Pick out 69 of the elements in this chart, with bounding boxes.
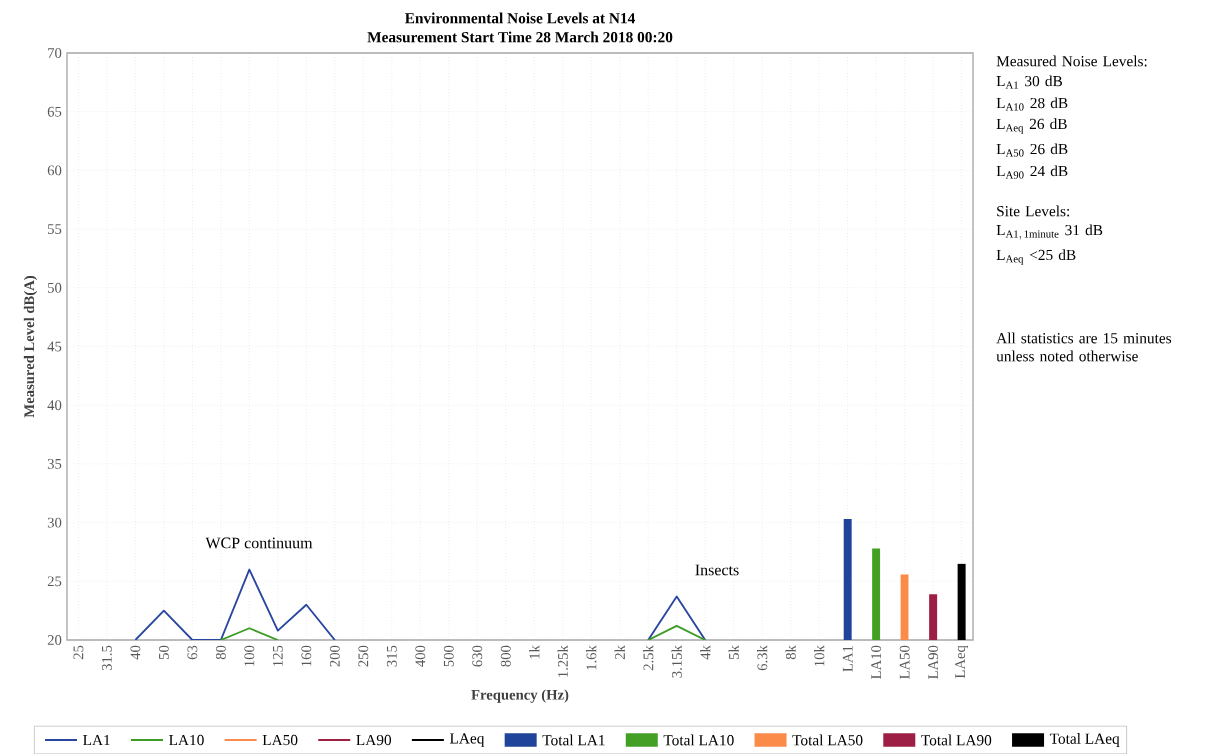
legend-label: Total LA1 [542, 734, 605, 746]
text: $\mathrm{L_{A1,\,1minute}\ 31\ dB}$ [996, 224, 1103, 240]
x-tick-label: 1.25k [557, 645, 568, 677]
text: L$_{A90}$ 24 dB [996, 165, 1068, 179]
x-tick-label: LA10 [871, 645, 882, 679]
y-axis-title: Measured Level dB(A) [23, 276, 38, 418]
x-tick-label: 500 [443, 645, 454, 667]
x-tick-label: 63 [187, 645, 198, 660]
y-tick-label: 40 [47, 400, 62, 411]
annotation: WCP continuum [205, 537, 313, 549]
text: L$_{A50}$ 26 dB [996, 143, 1068, 157]
y-tick-label: 30 [47, 517, 62, 528]
x-tick-label: 250 [358, 645, 369, 667]
chart-title: Environmental Noise Levels at N14 [405, 12, 635, 24]
y-tick-label: 25 [47, 576, 62, 587]
x-tick-label: LA50 [899, 645, 910, 679]
x-tick-label: 800 [500, 645, 511, 667]
x-tick-label: 6.3k [757, 645, 768, 671]
y-tick-label: 35 [47, 458, 62, 469]
legend-label: Total LA50 [792, 734, 863, 746]
y-tick-label: 45 [47, 341, 62, 352]
x-tick-label: 5k [728, 645, 739, 659]
x-tick-label: 8k [785, 645, 796, 660]
x-tick-label: 40 [130, 645, 141, 660]
legend-label: LA50 [262, 734, 298, 746]
x-tick-label: 160 [301, 645, 312, 666]
annotation: Insects [695, 564, 739, 576]
legend-label: Total LA90 [921, 734, 992, 746]
x-tick-label: 2.5k [643, 645, 654, 671]
y-tick-label: 65 [47, 106, 62, 117]
x-tick-label: 315 [386, 645, 397, 667]
x-axis-title: Frequency (Hz) [471, 689, 569, 703]
legend-label: LA10 [169, 734, 204, 746]
legend-label: LAeq [449, 733, 485, 747]
text: L$_{A10}$ 28 dB [996, 97, 1068, 111]
x-tick-label: LA1 [842, 646, 853, 672]
y-tick-label: 50 [48, 282, 62, 293]
x-tick-label: 1.6k [586, 645, 597, 670]
x-tick-label: 4k [700, 645, 711, 660]
legend-label: Total LAeq [1049, 733, 1120, 747]
text: L$_{A1}$ 30 dB [996, 75, 1063, 89]
x-tick-label: 630 [472, 645, 483, 667]
y-tick-label: 55 [48, 224, 62, 234]
x-tick-label: LA90 [928, 645, 939, 679]
text: Site Levels: [997, 205, 1070, 217]
legend-label: Total LA10 [663, 734, 734, 746]
x-tick-label: 200 [329, 645, 340, 667]
chart-subtitle: Measurement Start Time 28 March 2018 00:20 [367, 31, 673, 43]
x-tick-label: 80 [215, 645, 226, 660]
legend-label: LA1 [83, 734, 110, 746]
text: All statistics are 15 minutes unless noted otherwise [996, 332, 1172, 362]
x-tick-label: 100 [244, 645, 255, 666]
x-tick-label: 50 [158, 645, 169, 659]
x-tick-label: 400 [415, 645, 426, 667]
x-tick-label: LAeq [955, 645, 969, 679]
x-tick-label: 2k [614, 645, 625, 660]
x-tick-label: 10k [814, 645, 825, 666]
y-tick-label: 70 [48, 48, 62, 58]
y-tick-label: 20 [47, 635, 62, 645]
text: Measured Noise Levels: [996, 55, 1147, 67]
x-tick-label: 3.15k [671, 645, 682, 678]
x-tick-label: 31.5 [101, 645, 112, 671]
x-tick-label: 1k [529, 645, 540, 659]
text: L$_{Aeq}$ <25 dB [996, 249, 1076, 265]
x-tick-label: 125 [272, 645, 283, 666]
x-tick-label: 25 [73, 645, 84, 660]
legend-label: LA90 [356, 734, 392, 746]
y-tick-label: 60 [47, 165, 62, 176]
text: L$_{Aeq}$ 26 dB [996, 118, 1067, 134]
